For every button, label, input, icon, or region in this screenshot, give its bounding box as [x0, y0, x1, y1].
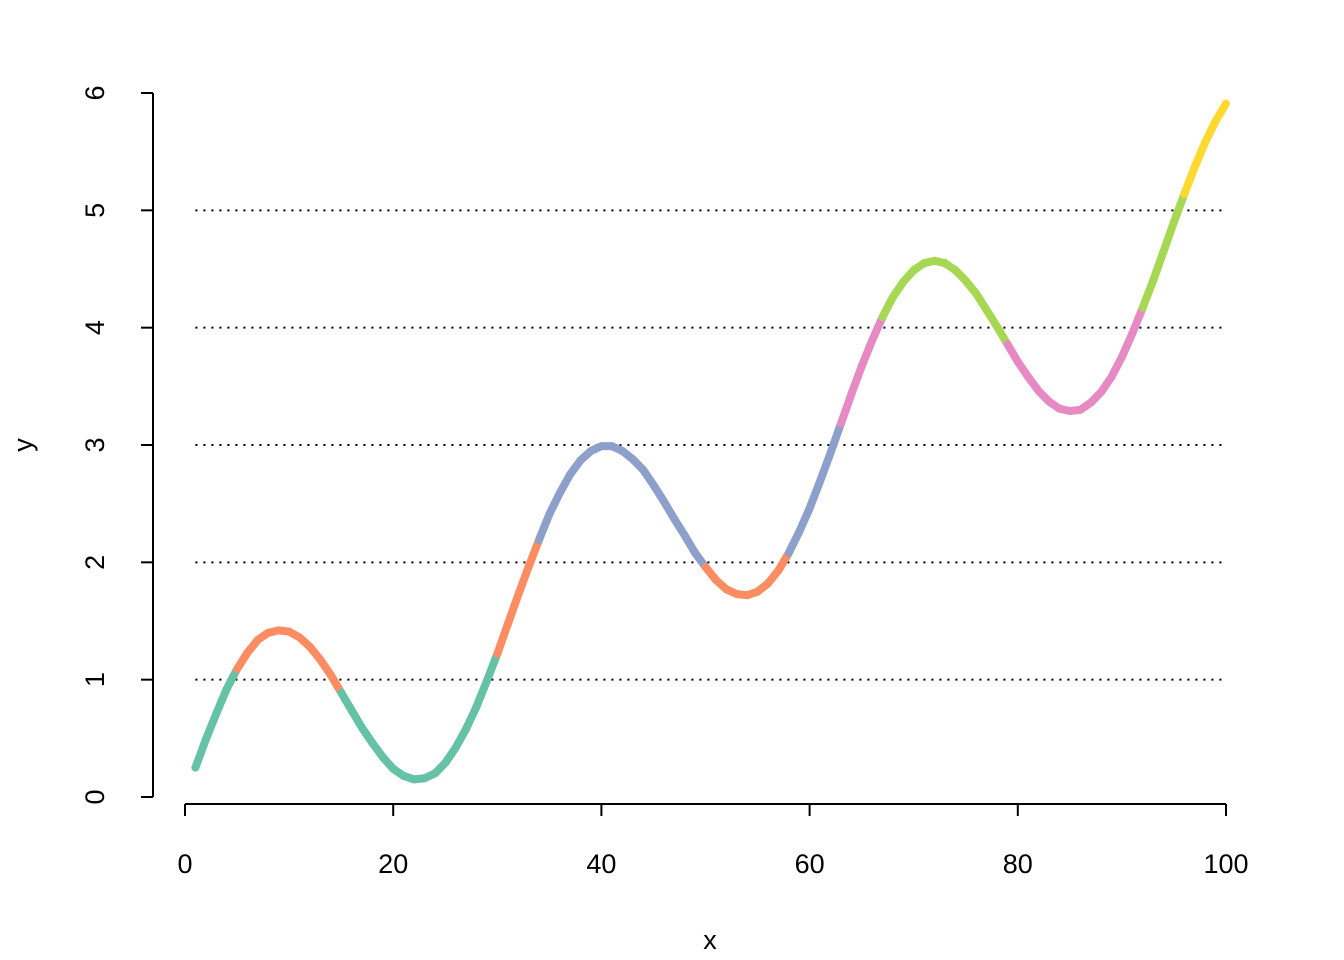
y-tick-label: 5	[80, 203, 110, 218]
curve-segment	[1169, 189, 1189, 227]
curve-segment	[524, 536, 543, 572]
curve-segment	[1117, 329, 1137, 361]
curve-segment	[191, 735, 210, 772]
x-tick-label: 60	[795, 849, 825, 879]
y-tick-label: 6	[80, 85, 110, 100]
y-tick-label: 4	[80, 320, 110, 335]
y-tick-label: 1	[80, 672, 110, 687]
x-tick-label: 20	[378, 849, 408, 879]
curve-segment	[1138, 276, 1158, 312]
curve-segment	[493, 620, 512, 658]
curve-segment	[836, 390, 856, 428]
x-tick-label: 40	[586, 849, 616, 879]
curve-segment	[462, 702, 481, 733]
x-tick-label: 0	[177, 849, 192, 879]
curve-segment	[201, 709, 221, 744]
curve-segment	[1128, 303, 1147, 338]
x-axis-title: x	[703, 925, 717, 955]
curve-segment	[514, 563, 533, 600]
curve-segment	[868, 313, 887, 345]
curve-segment	[472, 676, 491, 711]
y-axis-title: y	[8, 438, 38, 452]
curve-segment	[857, 336, 877, 371]
curve-segment	[826, 419, 845, 458]
curve-segment	[816, 449, 835, 486]
curve-segment	[1190, 138, 1210, 171]
y-tick-label: 3	[80, 437, 110, 452]
x-tick-label: 80	[1003, 849, 1033, 879]
curve-segment	[503, 591, 523, 629]
curve-segment	[482, 649, 502, 685]
x-tick-label: 100	[1203, 849, 1248, 879]
curve-segment	[1159, 218, 1178, 256]
curve-segment	[534, 510, 554, 545]
curve-segment	[795, 504, 814, 536]
curve-segment	[847, 362, 866, 399]
curve-segment	[805, 477, 825, 513]
curve-segment	[1211, 99, 1230, 126]
y-tick-label: 0	[80, 789, 110, 804]
curve-segment	[1149, 247, 1168, 285]
curve-segment	[1180, 162, 1199, 198]
curve-segment	[212, 685, 231, 718]
y-tick-label: 2	[80, 555, 110, 570]
